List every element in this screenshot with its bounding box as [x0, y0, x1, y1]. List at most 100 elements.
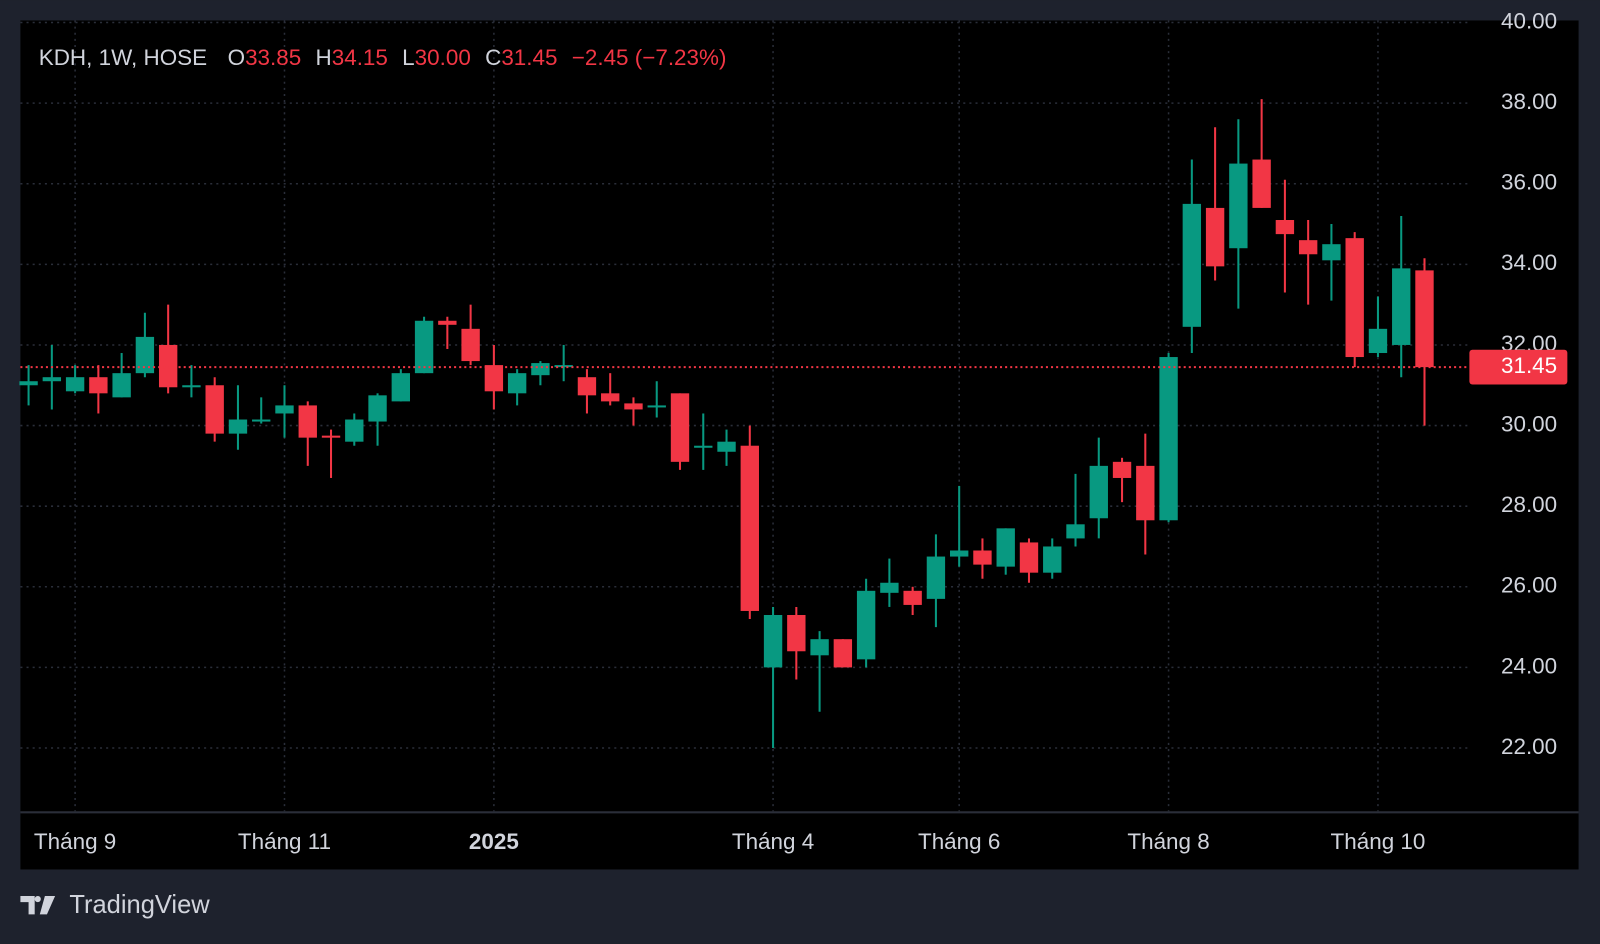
x-tick-label: 2025 — [469, 829, 519, 854]
ohlc-legend: KDH, 1W, HOSE O33.85 H34.15 L30.00 C31.45 −2… — [39, 45, 727, 70]
chart-panel — [20, 20, 1579, 870]
candle-body — [414, 320, 434, 374]
legend-key: C — [485, 45, 501, 70]
legend-change: −2.45 (−7.23%) — [572, 45, 727, 70]
candle-body — [1322, 244, 1341, 261]
candle-body — [1298, 240, 1318, 255]
candle-body — [1205, 207, 1225, 267]
candle-body — [973, 550, 992, 565]
legend-value: 34.15 — [332, 45, 388, 70]
candle-body — [717, 441, 736, 452]
legend-value: 33.85 — [245, 45, 301, 70]
x-tick-label: Tháng 9 — [34, 829, 116, 854]
candle-body — [670, 393, 690, 462]
y-tick-label: 34.00 — [1501, 250, 1557, 275]
candle-body — [135, 336, 155, 374]
candle-body — [1066, 524, 1085, 539]
candle-body — [507, 373, 527, 394]
candle-body — [298, 405, 317, 438]
x-tick-label: Tháng 4 — [732, 829, 814, 854]
candle-body — [763, 614, 783, 668]
candle-body — [1275, 220, 1295, 235]
x-tick-label: Tháng 6 — [918, 829, 1000, 854]
logo-mark — [20, 895, 56, 915]
candle-body — [926, 556, 946, 599]
legend-value: 31.45 — [501, 45, 557, 70]
y-tick-label: 26.00 — [1501, 573, 1557, 598]
y-tick-label: 40.00 — [1501, 8, 1557, 33]
candle-body — [577, 377, 597, 396]
candle-body — [787, 614, 806, 652]
candle-body — [158, 344, 178, 388]
candle-body — [1089, 465, 1108, 519]
last-price-badge — [1469, 349, 1568, 385]
candle-body — [438, 320, 457, 325]
brand-logo: TradingView — [20, 891, 210, 919]
candle-body — [833, 639, 853, 668]
candle-body — [42, 377, 62, 382]
candle-body — [65, 377, 85, 392]
x-tick-label: Tháng 10 — [1331, 829, 1426, 854]
axes: 22.0024.0026.0028.0030.0032.0034.0036.00… — [20, 8, 1568, 854]
candle-body — [484, 365, 504, 392]
legend-value: 30.00 — [415, 45, 471, 70]
candle-body — [1112, 461, 1132, 478]
candle-body — [1136, 465, 1155, 521]
y-tick-label: 24.00 — [1501, 653, 1557, 678]
candle-body — [694, 445, 713, 448]
candle-body — [1229, 163, 1248, 249]
y-tick-label: 38.00 — [1501, 89, 1557, 114]
candle-body — [275, 405, 294, 414]
candles — [19, 99, 1434, 749]
candle-body — [182, 385, 201, 388]
x-tick-label: Tháng 11 — [238, 829, 331, 854]
candle-body — [391, 373, 410, 402]
legend-key: H — [316, 45, 332, 70]
brand: TradingView — [69, 891, 210, 919]
candle-body — [1182, 203, 1202, 327]
legend-key: O — [228, 45, 245, 70]
candle-body — [601, 393, 620, 402]
candle-body — [903, 590, 922, 605]
y-tick-label: 22.00 — [1501, 734, 1557, 759]
candle-body — [880, 582, 899, 593]
candle-body — [1368, 328, 1388, 354]
candle-body — [1159, 357, 1178, 521]
candle-body — [1392, 268, 1411, 345]
candle-body — [624, 403, 643, 410]
candle-body — [740, 445, 759, 611]
candle-body — [19, 381, 38, 386]
grid — [20, 20, 1470, 812]
x-tick-label: Tháng 8 — [1127, 829, 1209, 854]
candle-body — [1345, 238, 1364, 358]
candle-body — [996, 528, 1015, 567]
candle-body — [89, 377, 108, 394]
candle-body — [461, 328, 480, 362]
candle-body — [810, 639, 829, 656]
last-price-label: 31.45 — [1501, 353, 1557, 378]
candle-body — [1043, 546, 1062, 573]
candle-body — [1252, 159, 1271, 208]
candle-body — [554, 365, 573, 368]
candle-body — [647, 405, 666, 408]
y-tick-label: 36.00 — [1501, 170, 1557, 195]
candle-body — [345, 419, 364, 442]
legend-key: L — [402, 45, 414, 70]
y-tick-label: 30.00 — [1501, 411, 1557, 436]
candle-body — [1415, 270, 1434, 368]
symbol: KDH, 1W, HOSE — [39, 45, 207, 70]
candle-body — [252, 419, 271, 422]
candle-body — [1019, 542, 1039, 573]
candle-body — [228, 419, 248, 434]
candle-body — [856, 590, 876, 660]
y-tick-label: 28.00 — [1501, 492, 1557, 517]
candle-body — [531, 363, 550, 376]
candle-body — [321, 435, 341, 438]
candle-body — [112, 373, 131, 398]
candle-body — [205, 385, 224, 434]
candle-body — [368, 395, 387, 422]
candle-body — [950, 550, 969, 557]
